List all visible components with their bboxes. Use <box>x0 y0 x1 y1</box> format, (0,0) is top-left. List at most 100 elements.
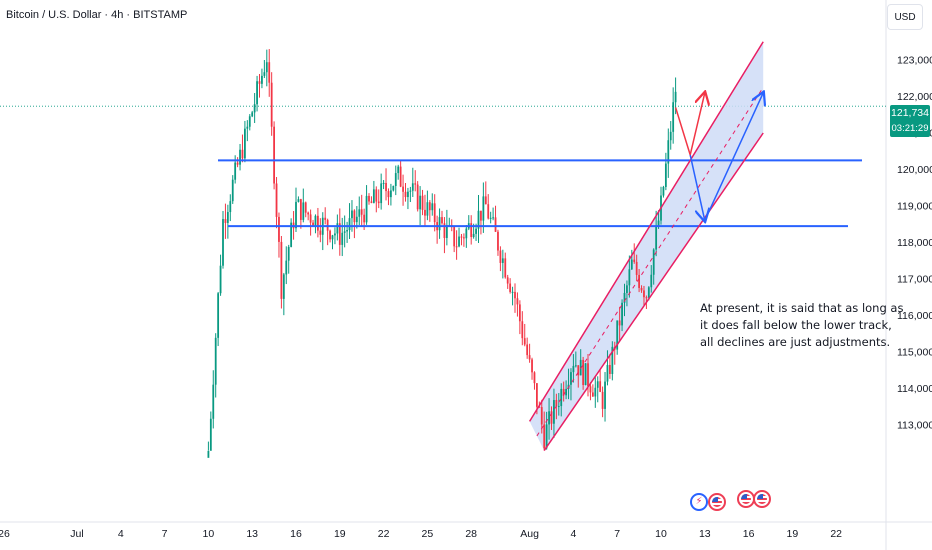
candle-body <box>599 381 602 392</box>
candle-body <box>640 287 643 291</box>
candle-body <box>555 400 558 407</box>
candle-body <box>387 191 390 198</box>
price-tick-label: 113,000 <box>897 420 932 432</box>
candle-body <box>324 217 327 220</box>
candle-body <box>343 231 346 233</box>
candle-body <box>609 364 611 374</box>
candle-body <box>256 81 258 105</box>
candle-body <box>411 183 414 191</box>
time-tick-label: 19 <box>787 528 799 540</box>
candle-body <box>370 201 373 203</box>
candle-body <box>458 236 460 247</box>
candle-body <box>487 204 490 219</box>
candle-body <box>482 196 485 221</box>
candle-body <box>428 202 431 211</box>
candle-body <box>445 225 448 238</box>
candle-body <box>282 274 285 299</box>
price-tick-label: 114,000 <box>897 383 932 395</box>
candle-body <box>504 258 507 278</box>
candle-body <box>514 291 516 299</box>
candle-body <box>314 215 317 227</box>
candle-body <box>224 219 227 223</box>
candle-body <box>346 230 348 232</box>
channel-fill <box>529 41 764 451</box>
candle-body <box>317 215 319 231</box>
candle-body <box>604 381 606 409</box>
price-tick-label: 116,000 <box>897 310 932 322</box>
candle-body <box>596 381 599 388</box>
candle-body <box>582 359 585 385</box>
candle-body <box>562 388 565 396</box>
time-tick-label: 7 <box>162 528 168 540</box>
candle-body <box>484 196 487 205</box>
candle-body <box>309 214 312 223</box>
channel-upper-line[interactable] <box>528 41 764 422</box>
candle-body <box>521 321 524 339</box>
us-flag-icon[interactable] <box>708 493 726 511</box>
candle-body <box>645 297 648 299</box>
candle-body <box>234 162 237 180</box>
candle-body <box>623 292 626 303</box>
candle-body <box>647 287 650 298</box>
candle-body <box>453 227 456 247</box>
time-tick-label: Aug <box>520 528 539 540</box>
candle-body <box>655 226 658 250</box>
chart-title: Bitcoin / U.S. Dollar · 4h · BITSTAMP <box>6 9 188 21</box>
time-tick-label: 19 <box>334 528 346 540</box>
candle-body <box>302 202 305 220</box>
time-tick-label: 13 <box>699 528 711 540</box>
candle-body <box>587 363 589 387</box>
us-flag-icon[interactable] <box>753 490 771 508</box>
channel-lower-line[interactable] <box>543 132 764 451</box>
candle-body <box>652 249 655 275</box>
candle-body <box>438 217 441 231</box>
candle-body <box>355 216 358 223</box>
candle-body <box>480 210 482 221</box>
time-tick-label: 25 <box>422 528 434 540</box>
currency-selector[interactable]: USD <box>887 4 923 30</box>
candle-body <box>443 223 446 238</box>
price-tick-label: 117,000 <box>897 274 932 286</box>
candle-body <box>470 223 473 238</box>
candle-body <box>258 81 261 84</box>
candle-body <box>528 355 531 360</box>
candle-body <box>545 424 548 449</box>
candle-body <box>643 290 645 298</box>
candle-body <box>375 189 378 202</box>
candle-body <box>657 220 660 227</box>
candle-body <box>312 222 314 227</box>
candle-body <box>287 246 290 261</box>
blue-projection-arrow-up[interactable] <box>704 93 763 221</box>
candle-body <box>353 210 356 223</box>
candle-body <box>217 293 220 338</box>
time-tick-label: 22 <box>830 528 842 540</box>
candle-body <box>441 217 443 224</box>
candle-body <box>334 233 336 236</box>
candle-body <box>553 400 555 424</box>
candle-body <box>548 411 550 425</box>
candle-body <box>526 344 529 356</box>
candle-body <box>589 386 592 393</box>
bolt-icon[interactable]: ⚡ <box>690 493 708 511</box>
candle-body <box>584 363 587 385</box>
candle-body <box>394 173 397 186</box>
candle-body <box>618 320 621 326</box>
candle-body <box>226 212 229 223</box>
candle-body <box>273 126 275 184</box>
candle-body <box>516 298 519 305</box>
candle-body <box>304 202 307 213</box>
candle-body <box>307 212 310 215</box>
candle-body <box>506 277 509 284</box>
blue-projection-arrow-down[interactable] <box>689 154 705 221</box>
candle-body <box>268 62 271 83</box>
candle-body <box>248 116 251 127</box>
time-tick-label: Jul <box>70 528 83 540</box>
candle-body <box>285 260 288 275</box>
candle-body <box>336 223 339 234</box>
candle-body <box>431 203 434 211</box>
candle-body <box>540 407 543 425</box>
candle-body <box>263 72 266 76</box>
candle-body <box>241 149 244 159</box>
candle-body <box>338 223 341 245</box>
